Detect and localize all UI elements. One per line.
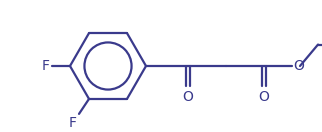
Text: F: F bbox=[42, 59, 50, 73]
Text: O: O bbox=[183, 90, 194, 104]
Text: O: O bbox=[293, 59, 304, 73]
Text: O: O bbox=[259, 90, 270, 104]
Text: F: F bbox=[69, 116, 77, 130]
